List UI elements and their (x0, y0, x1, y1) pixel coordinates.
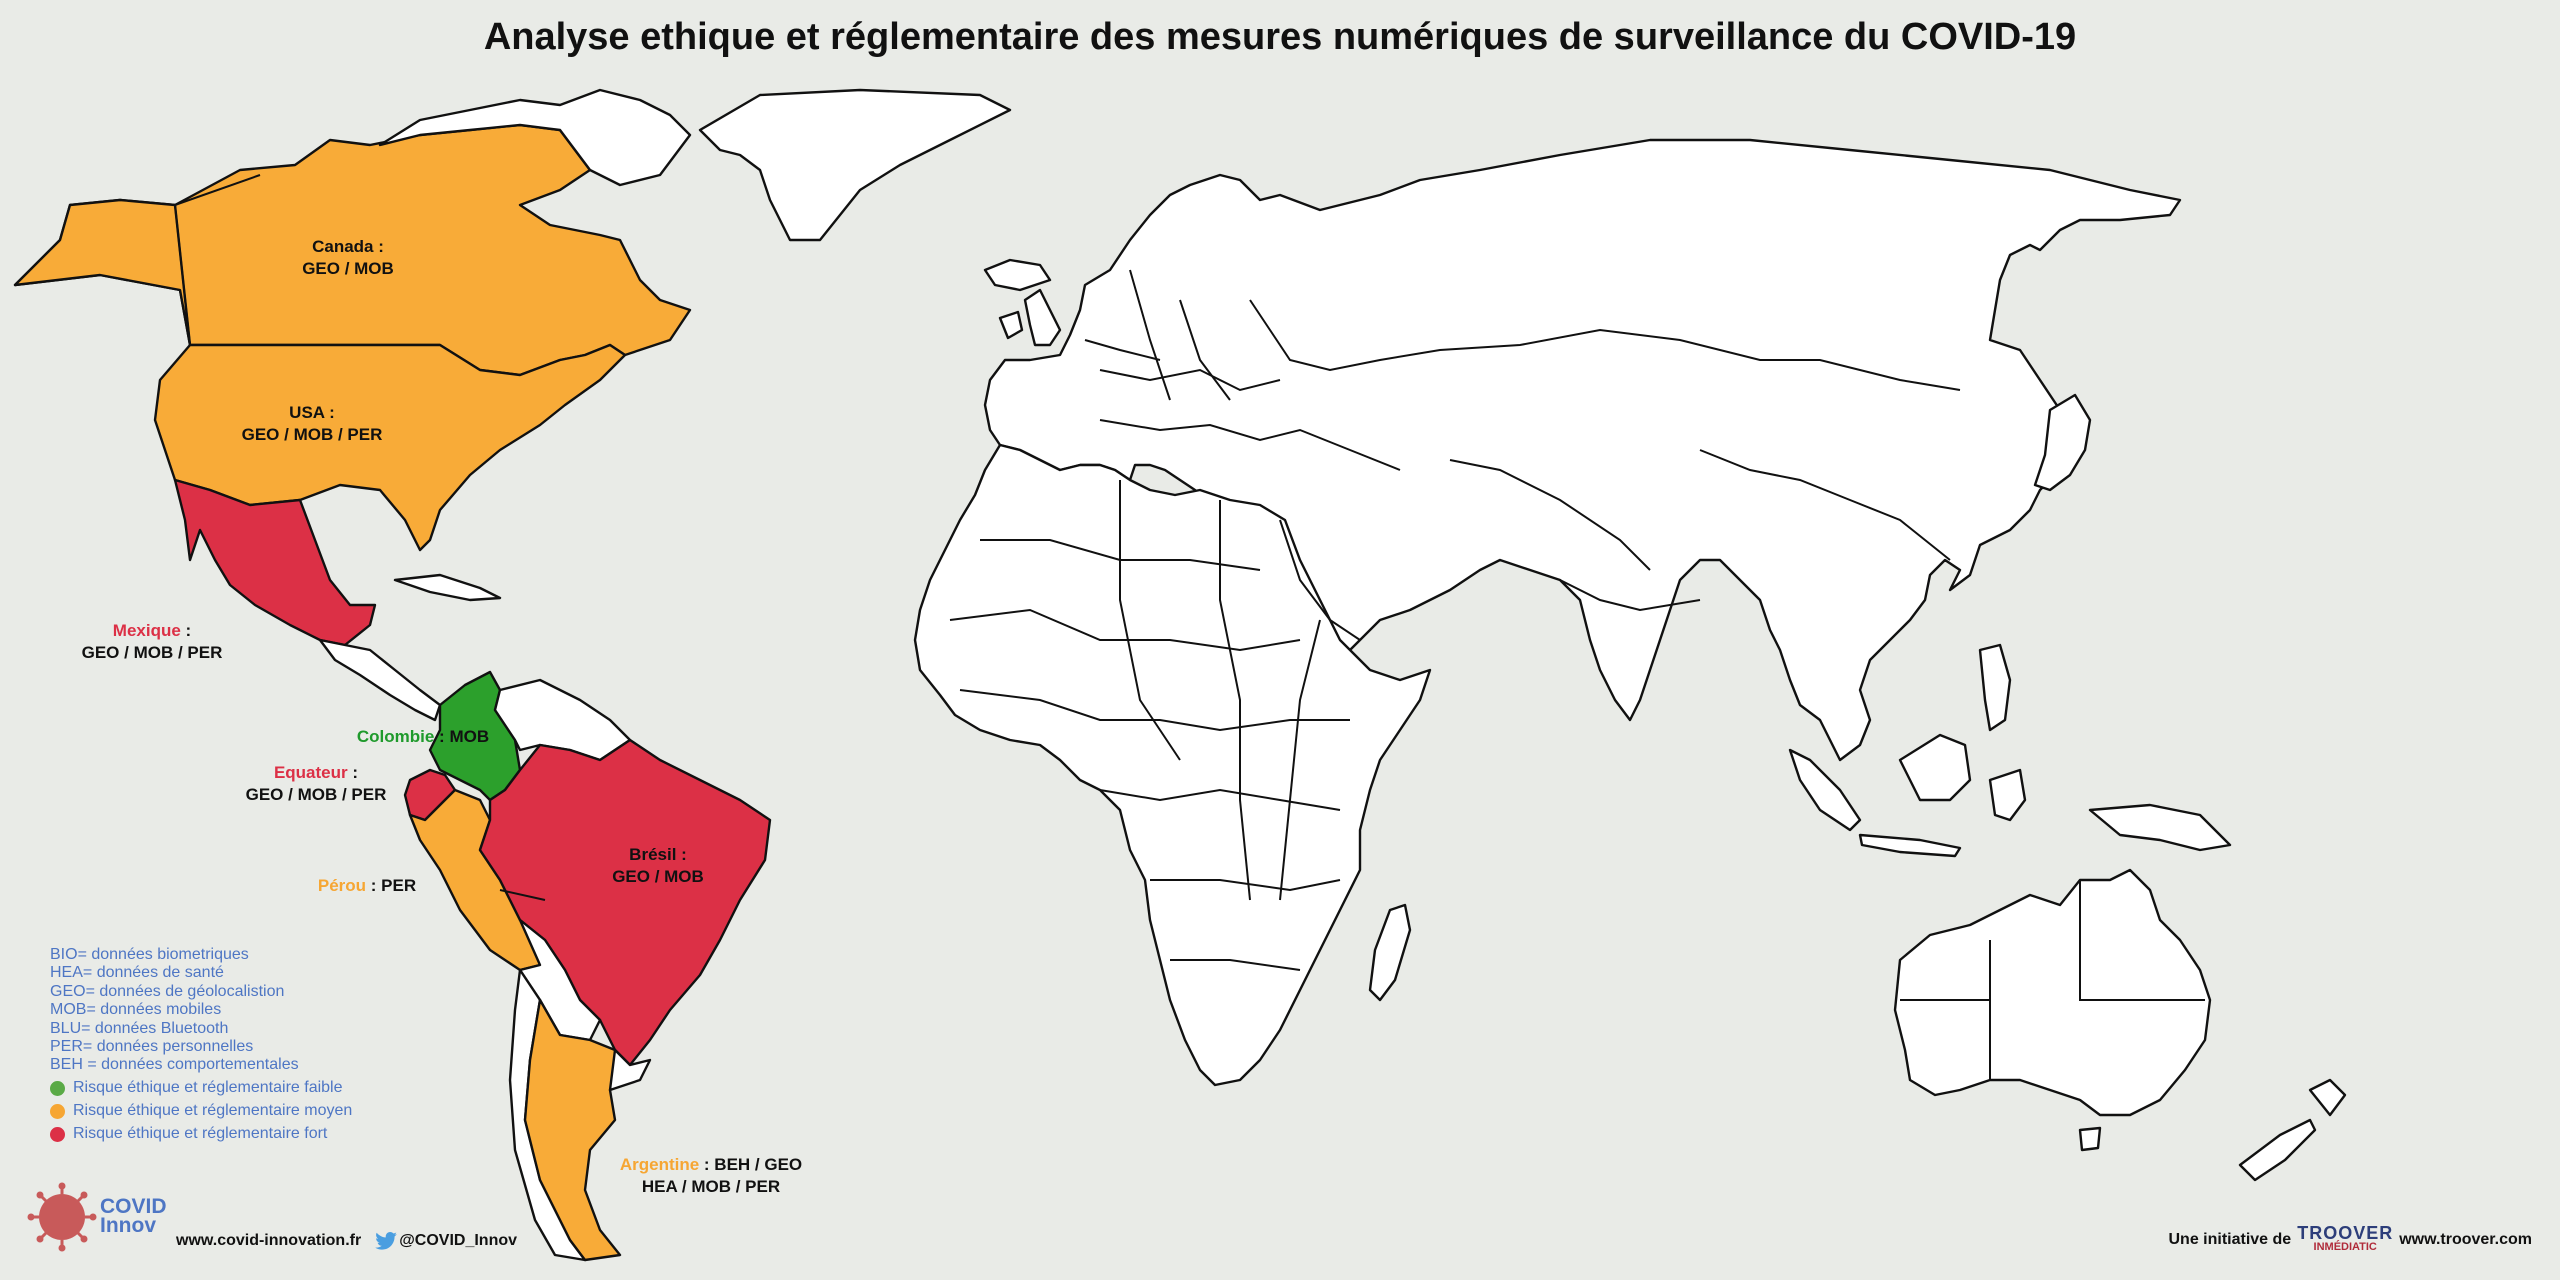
legend: BIO= données biometriques HEA= données d… (50, 946, 352, 1144)
country-argentine[interactable] (523, 998, 632, 1262)
region-java (1858, 833, 1962, 858)
covid-innov-logo-text: COVID Innov (100, 1195, 167, 1237)
country-usa-alaska[interactable] (13, 198, 192, 347)
region-ireland (998, 310, 1024, 340)
country-name-equateur: Equateur (273, 763, 348, 782)
legend-abbr-mob: MOB= données mobiles (50, 1001, 222, 1019)
region-greenland (698, 88, 1012, 242)
label-canada: Canada : GEO / MOB (258, 236, 438, 280)
legend-dot-low-icon (50, 1080, 65, 1096)
label-colombie: Colombie : MOB (356, 727, 490, 746)
region-sumatra (1788, 748, 1862, 832)
label-perou: Pérou : PER (317, 876, 417, 895)
country-measures-usa: GEO / MOB / PER (241, 425, 383, 444)
country-measures-mexique: GEO / MOB / PER (81, 643, 223, 662)
country-measures-argentine-line2: HEA / MOB / PER (641, 1177, 781, 1196)
region-new-zealand-south (2238, 1118, 2317, 1182)
region-uk (1023, 288, 1062, 347)
country-name-argentine: Argentine (619, 1155, 700, 1174)
legend-abbr-bio: BIO= données biometriques (50, 946, 249, 963)
covid-innov-logo-icon (27, 1182, 97, 1252)
region-tasmania (2078, 1126, 2102, 1152)
legend-dot-medium-icon (50, 1103, 65, 1119)
label-bresil: Brésil : GEO / MOB (568, 844, 748, 888)
region-borneo (1898, 733, 1972, 802)
internal-borders (174, 174, 2205, 1080)
region-philippines (1978, 643, 2012, 732)
country-measures-canada: GEO / MOB (302, 259, 394, 278)
legend-risk-low: Risque éthique et réglementaire faible (50, 1079, 352, 1098)
country-measures-argentine: BEH / GEO (714, 1155, 803, 1174)
website-link[interactable]: www.covid-innovation.fr (176, 1232, 362, 1250)
twitter-icon (375, 1232, 397, 1250)
country-measures-perou: PER (381, 876, 417, 895)
legend-abbr-geo: GEO= données de géolocalistion (50, 982, 285, 1000)
legend-abbr-per: PER= données personnelles (50, 1038, 254, 1056)
label-equateur: Equateur : GEO / MOB / PER (216, 762, 416, 806)
country-name-perou: Pérou (317, 876, 367, 895)
region-japan (2033, 393, 2092, 492)
country-name-canada: Canada (312, 237, 374, 256)
footer-left: www.covid-innovation.fr @COVID_Innov (176, 1232, 517, 1250)
country-name-bresil: Brésil (629, 845, 677, 864)
legend-abbr-beh: BEH = données comportementales (50, 1056, 299, 1074)
region-central-america (318, 638, 442, 722)
country-name-colombie: Colombie (356, 727, 435, 746)
country-name-mexique: Mexique (112, 621, 181, 640)
legend-abbr-hea: HEA= données de santé (50, 964, 224, 982)
legend-dot-high-icon (50, 1126, 65, 1142)
region-uruguay (608, 1048, 652, 1092)
region-caribbean (393, 573, 502, 602)
region-new-guinea (2088, 803, 2232, 852)
region-new-zealand (2308, 1078, 2347, 1117)
label-argentine: Argentine : BEH / GEO HEA / MOB / PER (596, 1154, 826, 1198)
footer-right: Une initiative de TROOVER INMÉDIATIC www… (2168, 1223, 2533, 1254)
country-measures-bresil: GEO / MOB (612, 867, 704, 886)
legend-risk-high: Risque éthique et réglementaire fort (50, 1125, 352, 1144)
twitter-handle[interactable]: @COVID_Innov (375, 1232, 517, 1250)
country-name-usa: USA (289, 403, 325, 422)
region-iceland (983, 258, 1052, 292)
region-arctic-islands (378, 88, 692, 187)
region-africa (913, 443, 1432, 1087)
legend-abbr-blu: BLU= données Bluetooth (50, 1019, 229, 1037)
region-sulawesi (1988, 768, 2027, 822)
label-mexique: Mexique : GEO / MOB / PER (52, 620, 252, 664)
page-title: Analyse ethique et réglementaire des mes… (483, 16, 2077, 58)
country-measures-colombie: MOB (449, 727, 490, 746)
troover-logo[interactable]: TROOVER INMÉDIATIC (2297, 1223, 2394, 1253)
region-madagascar (1368, 903, 1412, 1002)
country-measures-equateur: GEO / MOB / PER (245, 785, 387, 804)
region-australia (1893, 868, 2212, 1117)
troover-website-link[interactable]: www.troover.com (2399, 1231, 2532, 1248)
label-usa: USA : GEO / MOB / PER (212, 402, 412, 446)
legend-risk-medium: Risque éthique et réglementaire moyen (50, 1102, 352, 1121)
initiative-text: Une initiative de (2168, 1231, 2292, 1248)
